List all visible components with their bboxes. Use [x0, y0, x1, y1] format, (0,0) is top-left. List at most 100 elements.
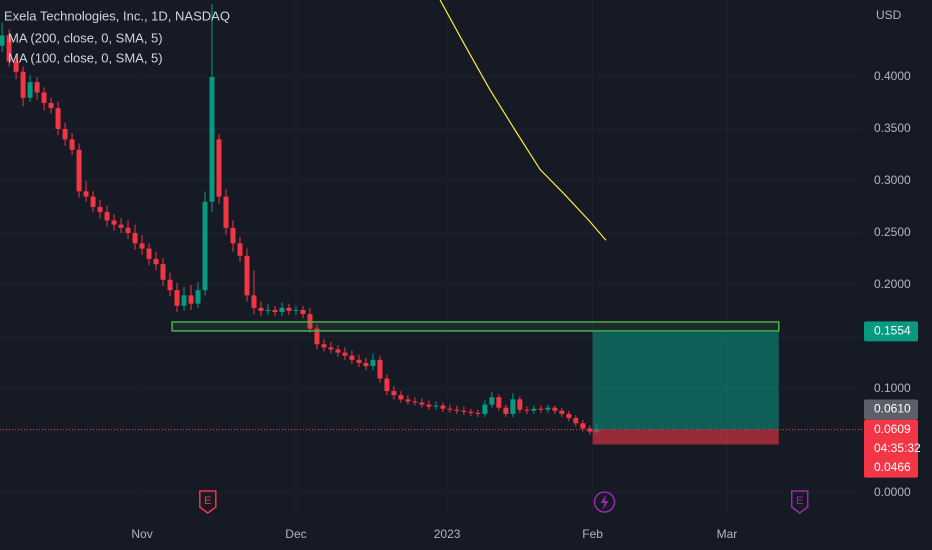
candle-body [188, 295, 194, 304]
event-label: E [204, 495, 211, 507]
candle-body [104, 212, 110, 221]
candle-body [6, 35, 12, 62]
candle-body [496, 397, 502, 408]
currency-label: USD [876, 8, 902, 22]
candle-body [209, 76, 215, 202]
legend-entry: MA (100, close, 0, SMA, 5) [8, 50, 163, 65]
candle-body [41, 92, 47, 103]
x-tick-label: Feb [582, 527, 603, 541]
candle-body [202, 201, 208, 291]
price-label: 0.0466 [874, 460, 911, 474]
price-label-box [864, 399, 918, 420]
candle-body [216, 139, 222, 197]
candle-body [524, 409, 530, 411]
candle-body [153, 258, 159, 265]
price-label-box [864, 419, 918, 460]
candle-body [370, 359, 376, 367]
candle-body [405, 399, 411, 402]
candle-body [34, 82, 40, 93]
candle-body [314, 328, 320, 345]
candle-body [146, 248, 152, 259]
x-tick-label: Dec [285, 527, 306, 541]
x-tick-label: Mar [717, 527, 738, 541]
candle-body [230, 227, 236, 244]
candle-body [223, 196, 229, 228]
candle-body [587, 428, 593, 432]
candle-body [440, 405, 446, 409]
y-tick-label: 0.1000 [874, 381, 911, 395]
y-tick-label: 0.0000 [874, 485, 911, 499]
stop-box [592, 429, 779, 445]
candle-body [482, 404, 488, 414]
price-label-box [864, 321, 918, 342]
candle-body [384, 378, 390, 392]
candle-body [489, 397, 495, 405]
candle-body [13, 61, 19, 72]
candle-body [447, 408, 453, 410]
y-tick-label: 0.3000 [874, 173, 911, 187]
y-tick-label: 0.4000 [874, 69, 911, 83]
candle-body [265, 309, 271, 311]
candle-body [69, 139, 75, 150]
candle-body [426, 404, 432, 407]
candle-body [552, 407, 558, 411]
candle-body [510, 399, 516, 414]
price-label-box [864, 457, 918, 478]
target-box [592, 331, 779, 430]
candle-body [244, 255, 250, 296]
candle-body [419, 402, 425, 405]
x-tick-label: Nov [131, 527, 152, 541]
legend-entry: MA (200, close, 0, SMA, 5) [8, 30, 163, 45]
candle-body [545, 407, 551, 410]
candle-body [377, 359, 383, 379]
candle-body [538, 408, 544, 410]
candle-body [517, 399, 523, 410]
candle-body [55, 108, 61, 129]
candle-body [272, 309, 278, 312]
countdown: 04:35:32 [874, 441, 921, 455]
candle-body [461, 410, 467, 412]
candle-body [335, 349, 341, 353]
candle-body [237, 243, 243, 256]
event-label: E [796, 495, 803, 507]
candle-body [328, 347, 334, 350]
price-label: 0.0610 [874, 402, 911, 416]
candle-body [531, 408, 537, 411]
candle-body [90, 196, 96, 207]
candle-body [0, 35, 5, 46]
candle-body [251, 295, 257, 308]
y-tick-label: 0.3500 [874, 121, 911, 135]
candle-body [454, 409, 460, 411]
candle-body [132, 232, 138, 244]
candle-body [167, 279, 173, 291]
candle-body [76, 149, 82, 192]
candle-body [349, 355, 355, 360]
chart-title: Exela Technologies, Inc., 1D, NASDAQ [4, 8, 230, 23]
candle-body [566, 413, 572, 419]
candle-body [181, 295, 187, 306]
zone-box [171, 321, 780, 332]
candle-body [363, 362, 369, 367]
candle-body [118, 224, 124, 228]
candle-body [62, 128, 68, 140]
candle-body [160, 264, 166, 280]
candle-body [321, 344, 327, 348]
candle-body [174, 290, 180, 306]
candle-body [433, 405, 439, 407]
candle-body [573, 418, 579, 424]
candle-body [27, 82, 33, 98]
candle-body [139, 243, 145, 249]
candle-body [20, 71, 26, 98]
candle-body [258, 307, 264, 311]
candle-body [342, 352, 348, 356]
overlay: 0.00000.10000.15000.20000.25000.30000.35… [131, 69, 921, 541]
candle-body [412, 401, 418, 403]
candle-body [111, 220, 117, 225]
candle-body [468, 411, 474, 413]
candle-body [195, 290, 201, 304]
event-icon [593, 491, 616, 513]
ma-line [439, 0, 607, 241]
